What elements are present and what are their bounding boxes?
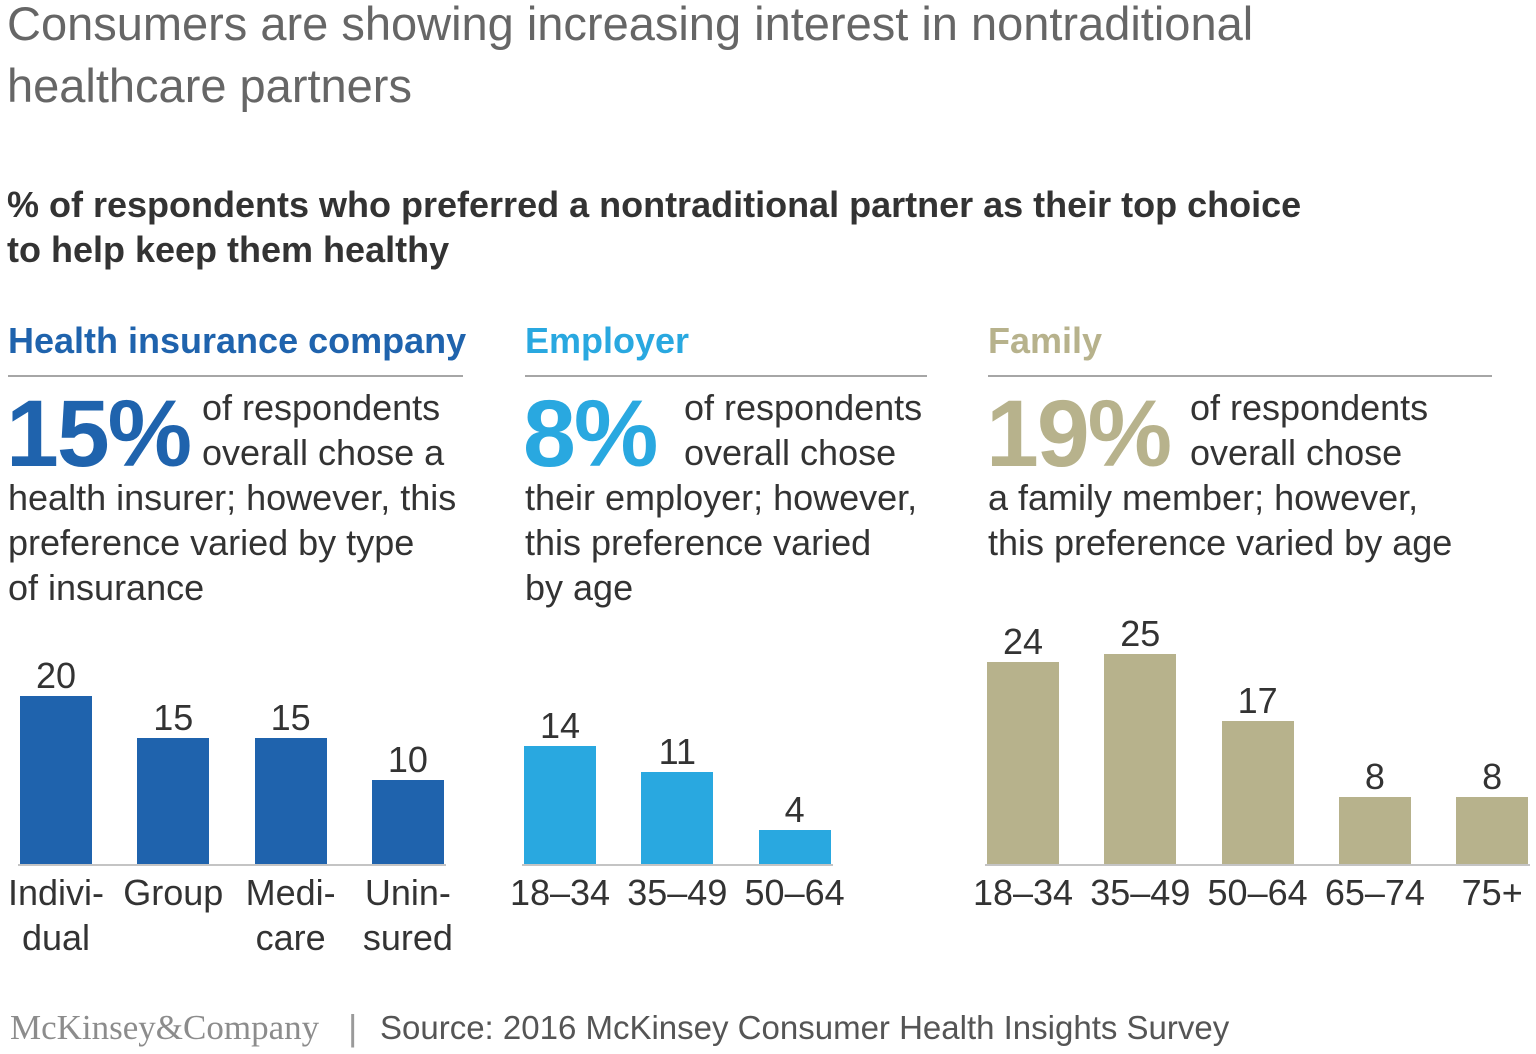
bar [254, 738, 327, 864]
bar-value-label: 8 [1364, 755, 1385, 797]
bar-value-label: 11 [658, 730, 696, 772]
note-line: of insurance [8, 567, 205, 608]
footer-separator: | [348, 1007, 358, 1048]
note-line: of respondents [1190, 387, 1429, 428]
bar-value-label: 17 [1237, 680, 1278, 722]
note-line: their employer; however, [525, 477, 918, 518]
note-line: this preference varied [525, 522, 872, 563]
highlight-percentage: 15% [6, 381, 192, 487]
panel-health-insurance-company: Health insurance company 15% of responde… [6, 0, 467, 1000]
source-note: Source: 2016 McKinsey Consumer Health In… [380, 1009, 1230, 1046]
panel-heading: Family [988, 320, 1103, 361]
category-label: 50–64 [1207, 872, 1308, 913]
heading-rule [8, 375, 463, 377]
bar-value-label: 8 [1482, 755, 1503, 797]
bar-value-label: 15 [153, 697, 194, 738]
bar [524, 746, 596, 864]
bar-value-label: 10 [387, 739, 428, 780]
bar-value-label: 24 [1002, 621, 1044, 663]
panel-employer: Employer 8% of respondents overall chose… [510, 0, 927, 1000]
bar [1456, 796, 1529, 864]
heading-rule [988, 375, 1492, 377]
x-axis-baseline [522, 864, 833, 866]
bar-value-label: 20 [35, 655, 77, 696]
note-line: overall chose [1190, 432, 1403, 473]
bar-value-label: 14 [539, 705, 581, 747]
category-label: 65–74 [1324, 872, 1425, 913]
bar-value-label: 25 [1120, 613, 1161, 654]
bar [20, 696, 92, 864]
x-axis-baseline [985, 864, 1531, 866]
category-label: 18–34 [972, 872, 1074, 913]
panel-heading: Health insurance company [8, 320, 467, 361]
bar-chart-employer-by-age: 14 18–34 11 35–49 4 50–64 [510, 600, 845, 1000]
note-line: preference varied by type [8, 522, 415, 563]
note-line: of respondents [202, 387, 441, 428]
heading-rule [525, 375, 927, 377]
panel-family: Family 19% of respondents overall chose … [973, 0, 1531, 1000]
bar [758, 830, 831, 864]
category-label: Medi- care [245, 872, 336, 958]
category-label: 50–64 [744, 872, 845, 913]
bar [641, 771, 714, 864]
note-line: of respondents [684, 387, 923, 428]
highlight-percentage: 8% [523, 381, 658, 487]
exhibit-title: Consumers are showing increasing interes… [7, 0, 1254, 112]
exhibit-subtitle: % of respondents who preferred a nontrad… [7, 184, 1302, 270]
note-line: a family member; however, [988, 477, 1419, 518]
x-axis-baseline [18, 864, 446, 866]
highlight-percentage: 19% [986, 381, 1172, 487]
bar-value-label: 15 [270, 697, 311, 738]
bar [371, 780, 444, 864]
category-label: 35–49 [627, 872, 728, 913]
category-label: 75+ [1461, 872, 1523, 913]
note-line: this preference varied by age [988, 522, 1453, 563]
category-label: 35–49 [1090, 872, 1191, 913]
bar [987, 662, 1059, 864]
bar [1104, 654, 1177, 864]
category-label: Indivi- dual [7, 872, 105, 958]
note-line: overall chose a [202, 432, 445, 473]
bar-chart-insurance-type: 20 Indivi- dual 15 Group 15 Medi- care 10 Unin-… [8, 600, 453, 1000]
category-label: Unin- sured [362, 872, 453, 958]
note-line: overall chose [684, 432, 897, 473]
bar-value-label: 4 [784, 789, 805, 831]
category-label: Group [123, 872, 224, 913]
category-label: 18–34 [509, 872, 611, 913]
note-line: health insurer; however, this [8, 477, 457, 518]
note-line: by age [525, 567, 634, 608]
bar [1221, 721, 1294, 864]
bar [1338, 796, 1411, 864]
bar [137, 738, 210, 864]
panel-heading: Employer [525, 320, 690, 361]
mckinsey-logo: McKinsey&Company [10, 1008, 320, 1047]
bar-chart-family-by-age: 24 18–34 25 35–49 17 50–64 8 65–74 8 75+ [973, 600, 1531, 1000]
